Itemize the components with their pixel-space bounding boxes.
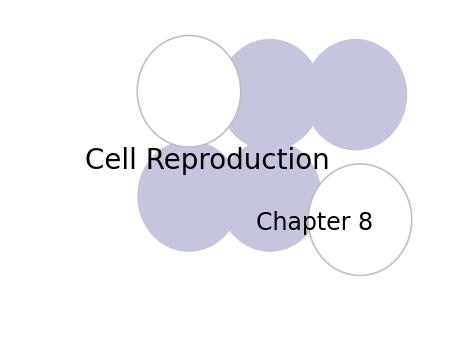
Ellipse shape [308,164,412,275]
Ellipse shape [304,39,407,150]
Text: Chapter 8: Chapter 8 [256,211,374,235]
Text: Cell Reproduction: Cell Reproduction [85,147,329,174]
Ellipse shape [137,140,241,252]
Ellipse shape [218,140,322,252]
Ellipse shape [137,35,241,147]
Ellipse shape [218,39,322,150]
